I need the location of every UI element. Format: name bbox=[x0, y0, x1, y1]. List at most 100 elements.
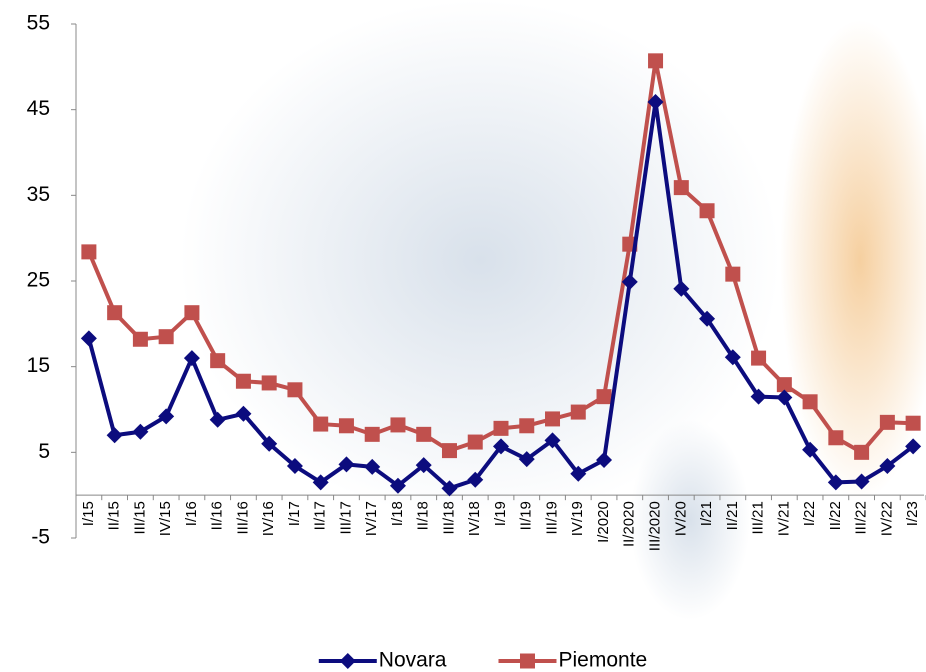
x-tick-label: I/22 bbox=[801, 501, 818, 526]
x-tick-label: II/2020 bbox=[621, 501, 638, 547]
marker bbox=[364, 458, 381, 475]
marker bbox=[467, 471, 484, 488]
marker bbox=[441, 480, 458, 497]
marker bbox=[647, 93, 664, 110]
x-tick-label: II/18 bbox=[415, 501, 432, 530]
x-tick-label: IV/19 bbox=[569, 501, 586, 536]
marker bbox=[699, 203, 715, 219]
marker bbox=[132, 423, 149, 440]
marker bbox=[879, 414, 895, 430]
x-tick-label: II/21 bbox=[724, 501, 741, 530]
marker bbox=[854, 444, 870, 460]
marker bbox=[802, 394, 818, 410]
y-tick-label: -5 bbox=[31, 526, 50, 549]
marker bbox=[467, 434, 483, 450]
marker bbox=[235, 373, 251, 389]
marker bbox=[184, 305, 200, 321]
marker bbox=[648, 53, 664, 69]
marker bbox=[286, 458, 303, 475]
x-tick-label: III/18 bbox=[440, 501, 457, 534]
marker bbox=[776, 377, 792, 393]
x-tick-label: I/2020 bbox=[595, 501, 612, 543]
marker bbox=[621, 273, 638, 290]
marker bbox=[339, 653, 356, 669]
marker bbox=[80, 330, 97, 347]
x-tick-label: IV/18 bbox=[466, 501, 483, 536]
x-tick-label: II/16 bbox=[209, 501, 226, 530]
marker bbox=[544, 432, 561, 449]
x-tick-label: I/16 bbox=[183, 501, 200, 526]
x-tick-label: III/16 bbox=[234, 501, 251, 534]
legend-label: Piemonte bbox=[558, 649, 647, 672]
marker bbox=[905, 415, 921, 431]
marker bbox=[905, 438, 922, 455]
marker bbox=[751, 350, 767, 366]
marker bbox=[338, 456, 355, 473]
marker bbox=[879, 458, 896, 475]
marker bbox=[389, 477, 406, 494]
marker bbox=[673, 280, 690, 297]
legend-item: Novara bbox=[318, 649, 447, 672]
marker bbox=[519, 653, 535, 669]
x-tick-label: I/17 bbox=[286, 501, 303, 526]
x-tick-label: II/19 bbox=[518, 501, 535, 530]
marker bbox=[673, 180, 689, 196]
legend-label: Novara bbox=[379, 649, 447, 672]
marker bbox=[493, 420, 509, 436]
marker bbox=[261, 435, 278, 452]
marker bbox=[313, 416, 329, 432]
marker bbox=[210, 353, 226, 369]
y-tick-label: 5 bbox=[38, 440, 50, 463]
marker bbox=[827, 474, 844, 491]
x-tick-label: IV/17 bbox=[363, 501, 380, 536]
marker bbox=[725, 266, 741, 282]
marker bbox=[107, 305, 123, 321]
marker bbox=[545, 411, 561, 427]
marker bbox=[493, 438, 509, 455]
marker bbox=[724, 349, 741, 366]
marker bbox=[519, 418, 535, 434]
x-tick-label: II/17 bbox=[312, 501, 329, 530]
x-tick-label: I/18 bbox=[389, 501, 406, 526]
marker bbox=[312, 474, 329, 491]
x-tick-label: II/22 bbox=[827, 501, 844, 530]
y-tick-label: 15 bbox=[27, 354, 50, 377]
x-tick-label: I/21 bbox=[698, 501, 715, 526]
y-tick-label: 25 bbox=[27, 269, 50, 292]
x-tick-label: III/15 bbox=[131, 501, 148, 534]
marker bbox=[802, 441, 819, 458]
marker bbox=[287, 382, 303, 398]
marker bbox=[364, 426, 380, 442]
marker bbox=[158, 408, 175, 425]
marker bbox=[776, 389, 793, 406]
background-image bbox=[180, 0, 926, 620]
x-tick-label: I/15 bbox=[80, 501, 97, 526]
x-tick-label: III/17 bbox=[337, 501, 354, 534]
marker bbox=[261, 375, 277, 391]
x-tick-label: II/15 bbox=[106, 501, 123, 530]
x-tick-label: I/23 bbox=[904, 501, 921, 526]
marker bbox=[415, 457, 432, 474]
marker bbox=[853, 473, 870, 490]
x-tick-label: IV/20 bbox=[672, 501, 689, 536]
x-tick-label: I/19 bbox=[492, 501, 509, 526]
x-tick-label: III/19 bbox=[543, 501, 560, 534]
marker bbox=[235, 405, 252, 422]
marker bbox=[81, 244, 97, 260]
y-tick-label: 45 bbox=[27, 97, 50, 120]
marker bbox=[441, 443, 457, 459]
y-tick-label: 35 bbox=[27, 183, 50, 206]
marker bbox=[828, 430, 844, 446]
marker bbox=[750, 388, 767, 405]
x-tick-label: IV/22 bbox=[878, 501, 895, 536]
marker bbox=[596, 389, 612, 405]
y-tick-label: 55 bbox=[27, 12, 50, 35]
marker bbox=[183, 350, 200, 367]
marker bbox=[158, 329, 174, 345]
marker bbox=[699, 310, 716, 327]
x-tick-label: IV/15 bbox=[157, 501, 174, 536]
legend-item: Piemonte bbox=[498, 649, 647, 672]
marker bbox=[132, 331, 148, 347]
